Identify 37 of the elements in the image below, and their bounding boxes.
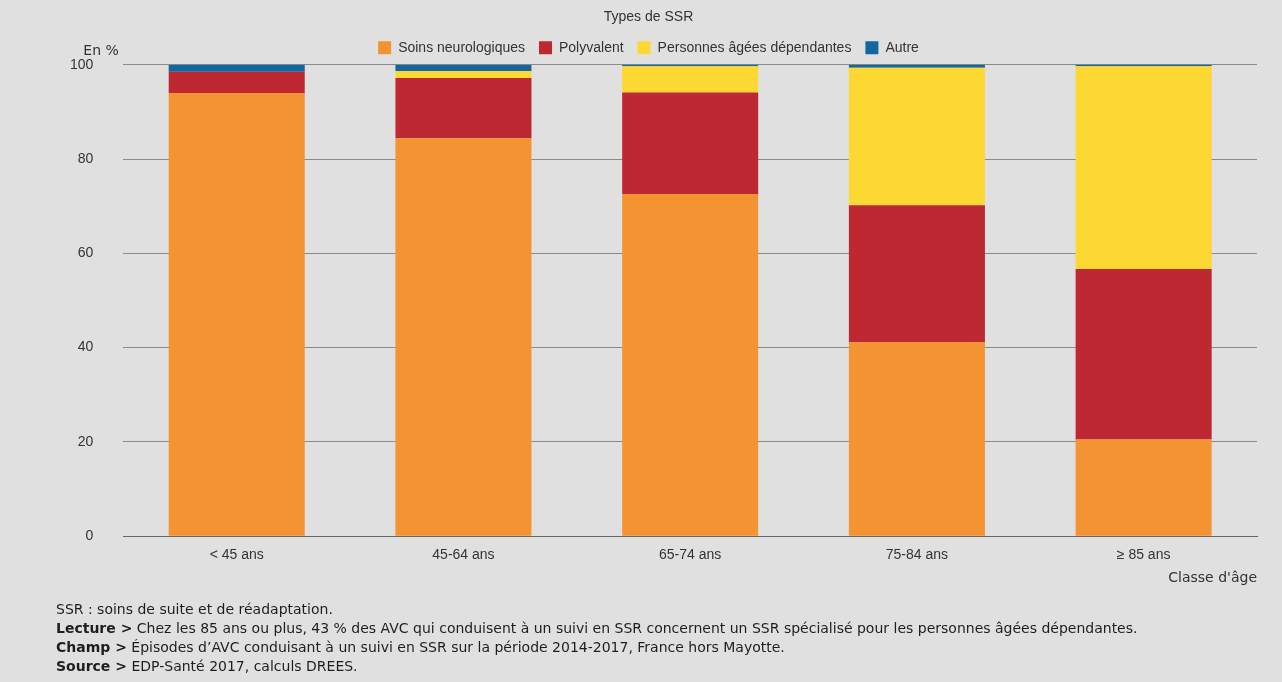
bar <box>395 138 532 536</box>
bar <box>168 93 305 536</box>
x-axis-title: Classe d'âge <box>1168 568 1257 585</box>
bar <box>395 64 532 71</box>
legend-title: Types de SSR <box>603 7 694 24</box>
bar <box>848 67 985 206</box>
bar <box>848 64 985 68</box>
legend-label: Personnes âgées dépendantes <box>657 38 852 55</box>
bar <box>622 92 759 194</box>
bar <box>1075 66 1212 269</box>
x-tick-label: 45-64 ans <box>432 546 495 563</box>
x-tick-label: ≥ 85 ans <box>1116 546 1171 563</box>
bar <box>848 205 985 342</box>
y-tick-label: 40 <box>77 338 94 355</box>
source-note: Source > EDP-Santé 2017, calculs DREES. <box>56 657 359 676</box>
text: Champ > Épisodes d’AVC conduisant à un suivi en SSR sur la période 2014-2017, France hors Mayotte. <box>56 638 786 657</box>
y-tick-label: 20 <box>77 432 94 449</box>
bar <box>848 341 985 536</box>
bar <box>395 78 532 139</box>
bar <box>168 64 305 72</box>
y-tick-label: 0 <box>85 527 94 544</box>
x-tick-label: 75-84 ans <box>885 546 949 563</box>
bar <box>168 71 305 94</box>
y-tick-label: 80 <box>77 149 94 166</box>
text: SSR : soins de suite et de réadaptation. <box>56 600 334 619</box>
bar <box>1075 268 1212 440</box>
x-tick-label: < 45 ans <box>209 546 264 563</box>
x-tick-label: 65-74 ans <box>659 546 722 563</box>
bar <box>622 193 759 536</box>
y-tick-label: 60 <box>77 244 94 261</box>
bar <box>395 70 532 78</box>
legend-label: Autre <box>885 38 920 55</box>
text: Lecture > Chez les 85 ans ou plus, 43 % des AVC qui conduisent à un suivi en SSR concernent un SSR spécialisé pour les personnes âgées dépendantes. <box>56 619 1138 638</box>
bar <box>622 66 759 93</box>
bar <box>1075 439 1212 536</box>
legend-label: Polyvalent <box>559 38 624 55</box>
legend-label: Soins neurologiques <box>398 38 525 55</box>
